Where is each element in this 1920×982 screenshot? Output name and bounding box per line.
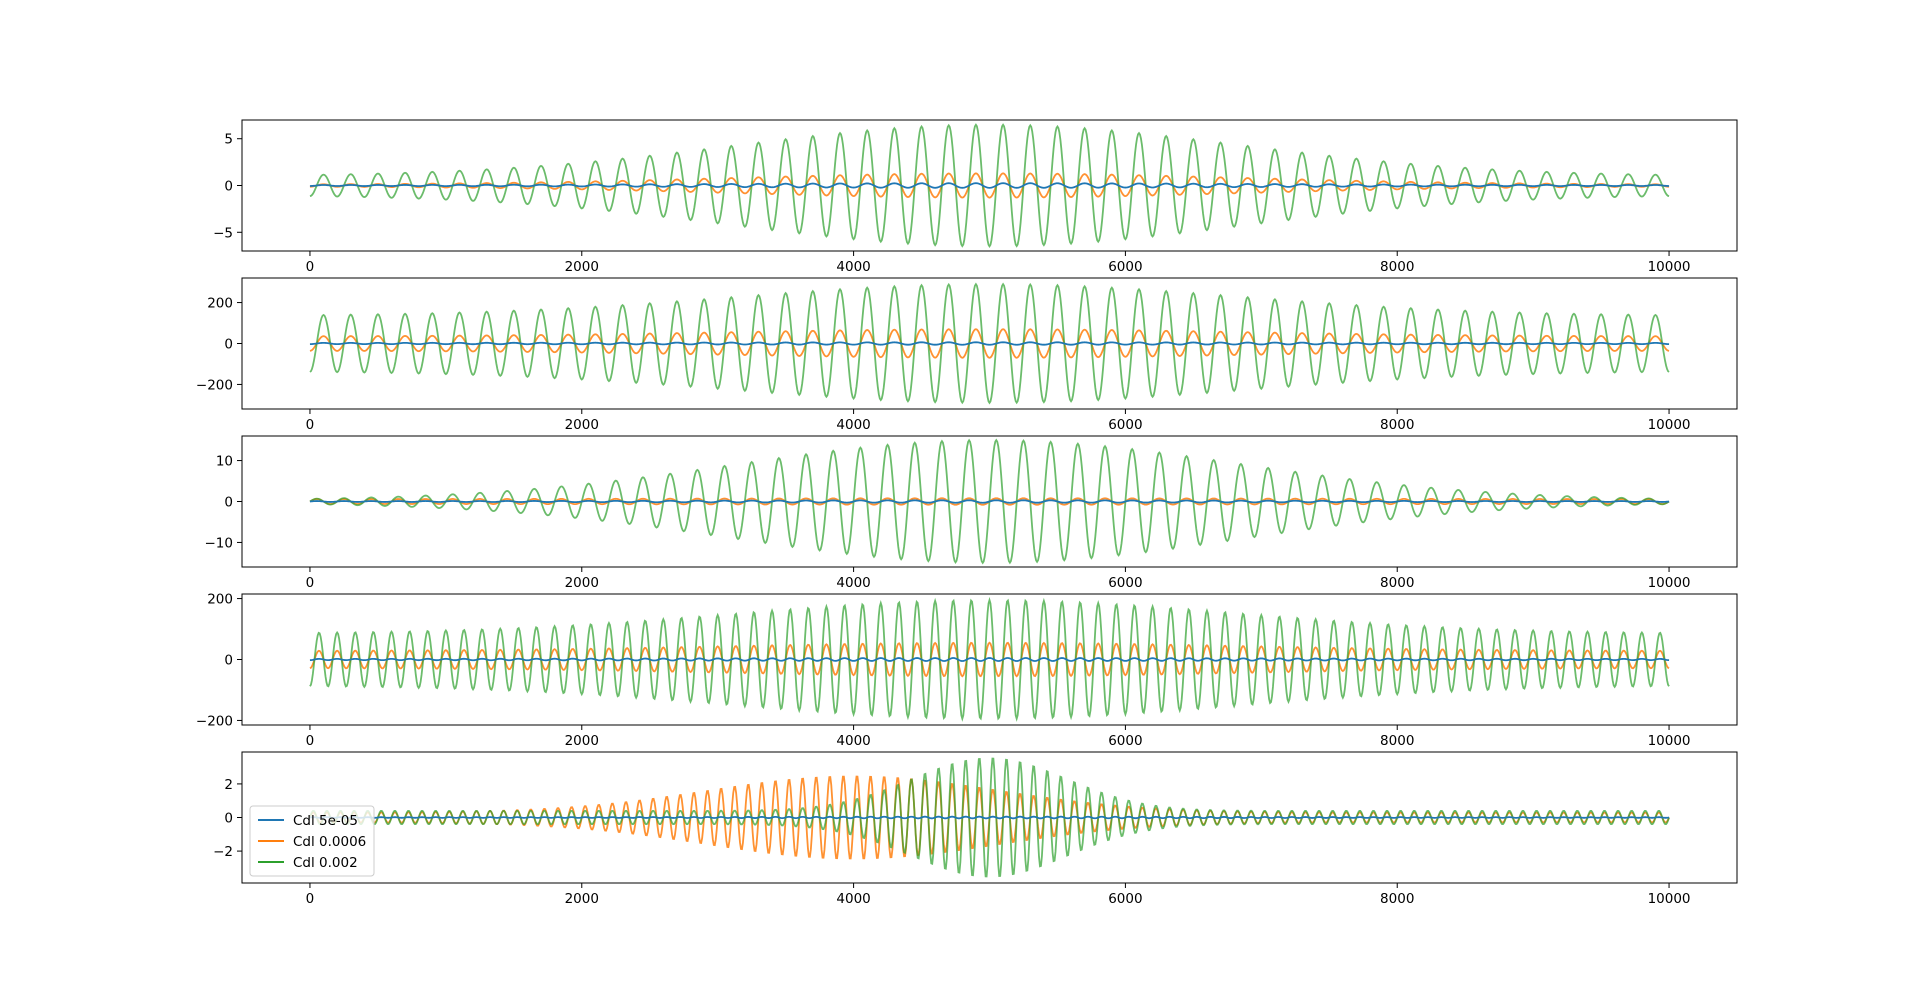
x-tick-label: 0: [306, 259, 315, 275]
y-tick-label: −5: [213, 225, 233, 241]
series-line-1: [309, 341, 1670, 346]
x-tick-label: 4000: [836, 891, 870, 907]
series-line-3: [309, 596, 1670, 722]
series-line-1: [309, 499, 1670, 504]
y-tick-label: 10: [216, 454, 233, 470]
x-tick-label: 2000: [565, 891, 599, 907]
x-tick-label: 0: [306, 575, 315, 591]
y-tick-label: 5: [224, 132, 233, 148]
x-tick-label: 0: [306, 891, 315, 907]
x-tick-label: 4000: [836, 259, 870, 275]
x-tick-label: 0: [306, 417, 315, 433]
series-line-3: [309, 282, 1670, 405]
y-tick-label: 0: [224, 811, 233, 827]
x-tick-label: 6000: [1108, 891, 1142, 907]
series-line-3: [309, 123, 1670, 248]
x-tick-label: 0: [306, 733, 315, 749]
x-tick-label: 6000: [1108, 575, 1142, 591]
legend-label: Cdl 0.0006: [293, 834, 366, 850]
x-tick-label: 4000: [836, 417, 870, 433]
x-tick-label: 4000: [836, 733, 870, 749]
x-tick-label: 10000: [1648, 417, 1691, 433]
legend: Cdl 5e-05 Cdl 0.0006 Cdl 0.002: [249, 805, 375, 877]
series-line-2: [309, 172, 1670, 199]
x-tick-label: 8000: [1380, 891, 1414, 907]
y-tick-label: −200: [196, 377, 233, 393]
y-tick-label: 200: [207, 296, 233, 312]
subplot-5: 0 2000 4000 6000 8000 10000 −2 0 2 Cdl 5e-05 Cdl 0…: [213, 751, 1738, 907]
y-tick-label: 0: [224, 337, 233, 353]
x-tick-label: 2000: [565, 575, 599, 591]
series-line-1: [309, 815, 1670, 820]
y-tick-label: 200: [207, 592, 233, 608]
series-line-2: [309, 328, 1670, 359]
y-tick-label: −10: [205, 535, 234, 551]
subplot-1: 0 2000 4000 6000 8000 10000 −5 0 5: [213, 119, 1738, 275]
x-tick-label: 6000: [1108, 733, 1142, 749]
legend-label: Cdl 5e-05: [293, 813, 358, 829]
series-line-1: [309, 657, 1670, 662]
x-tick-label: 6000: [1108, 259, 1142, 275]
x-tick-label: 2000: [565, 259, 599, 275]
series-group: [309, 123, 1670, 248]
y-tick-label: −2: [213, 844, 233, 860]
x-tick-label: 2000: [565, 417, 599, 433]
x-tick-label: 8000: [1380, 733, 1414, 749]
x-tick-label: 8000: [1380, 259, 1414, 275]
x-tick-label: 10000: [1648, 733, 1691, 749]
series-line-2: [309, 641, 1670, 678]
series-group: [309, 438, 1670, 565]
y-tick-label: −200: [196, 713, 233, 729]
series-line-1: [309, 182, 1670, 189]
x-tick-label: 10000: [1648, 891, 1691, 907]
series-group: [309, 596, 1670, 722]
legend-box: [249, 805, 375, 877]
series-group: [309, 282, 1670, 405]
y-tick-label: 0: [224, 179, 233, 195]
subplot-4: 0 2000 4000 6000 8000 10000 −200 0 200: [196, 592, 1738, 749]
subplot-2: 0 2000 4000 6000 8000 10000 −200 0 200: [196, 277, 1738, 433]
x-tick-label: 8000: [1380, 575, 1414, 591]
y-tick-label: 2: [224, 777, 233, 793]
series-group: [309, 757, 1670, 878]
y-tick-label: 0: [224, 653, 233, 669]
x-tick-label: 10000: [1648, 259, 1691, 275]
x-tick-label: 2000: [565, 733, 599, 749]
x-tick-label: 10000: [1648, 575, 1691, 591]
x-tick-label: 6000: [1108, 417, 1142, 433]
y-tick-label: 0: [224, 495, 233, 511]
subplot-3: 0 2000 4000 6000 8000 10000 −10 0 10: [205, 435, 1738, 591]
x-tick-label: 8000: [1380, 417, 1414, 433]
legend-label: Cdl 0.002: [293, 855, 358, 871]
x-tick-label: 4000: [836, 575, 870, 591]
